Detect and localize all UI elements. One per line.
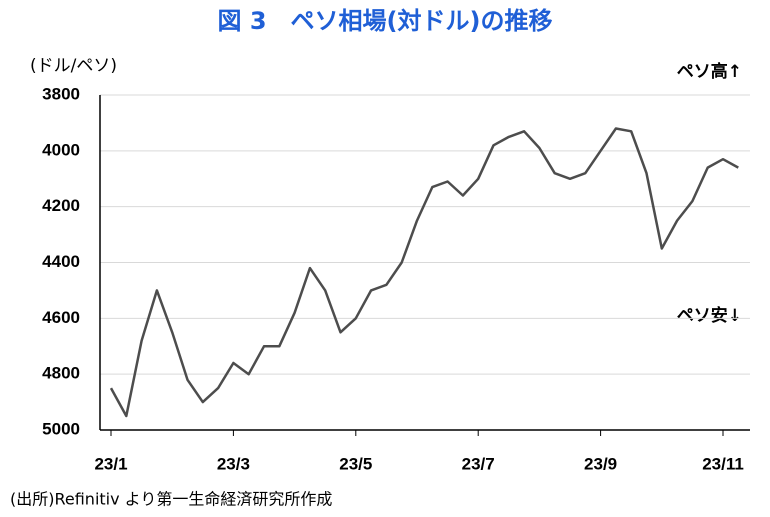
y-tick-label: 4800 bbox=[42, 364, 80, 383]
y-tick-label: 5000 bbox=[42, 419, 80, 438]
annotation: ペソ安↓ bbox=[677, 305, 742, 326]
y-tick-label: 3800 bbox=[42, 84, 80, 103]
price-line bbox=[109, 127, 739, 418]
x-tick-label: 23/7 bbox=[462, 454, 495, 473]
source-note: (出所)Refinitiv より第一生命経済研究所作成 bbox=[10, 490, 332, 509]
annotation: ペソ高↑ bbox=[677, 61, 742, 82]
y-tick-label: 4000 bbox=[42, 140, 80, 159]
y-tick-label: 4600 bbox=[42, 308, 80, 327]
x-tick-label: 23/3 bbox=[217, 454, 250, 473]
y-axis-label: (ドル/ペソ) bbox=[30, 56, 117, 76]
y-tick-label: 4400 bbox=[42, 252, 80, 271]
x-tick-label: 23/9 bbox=[584, 454, 617, 473]
x-tick-label: 23/1 bbox=[94, 454, 127, 473]
y-tick-label: 4200 bbox=[42, 196, 80, 215]
x-tick-label: 23/5 bbox=[339, 454, 372, 473]
chart-title: 図 3 ペソ相場(対ドル)の推移 bbox=[218, 7, 553, 35]
x-tick-label: 23/11 bbox=[702, 454, 744, 473]
